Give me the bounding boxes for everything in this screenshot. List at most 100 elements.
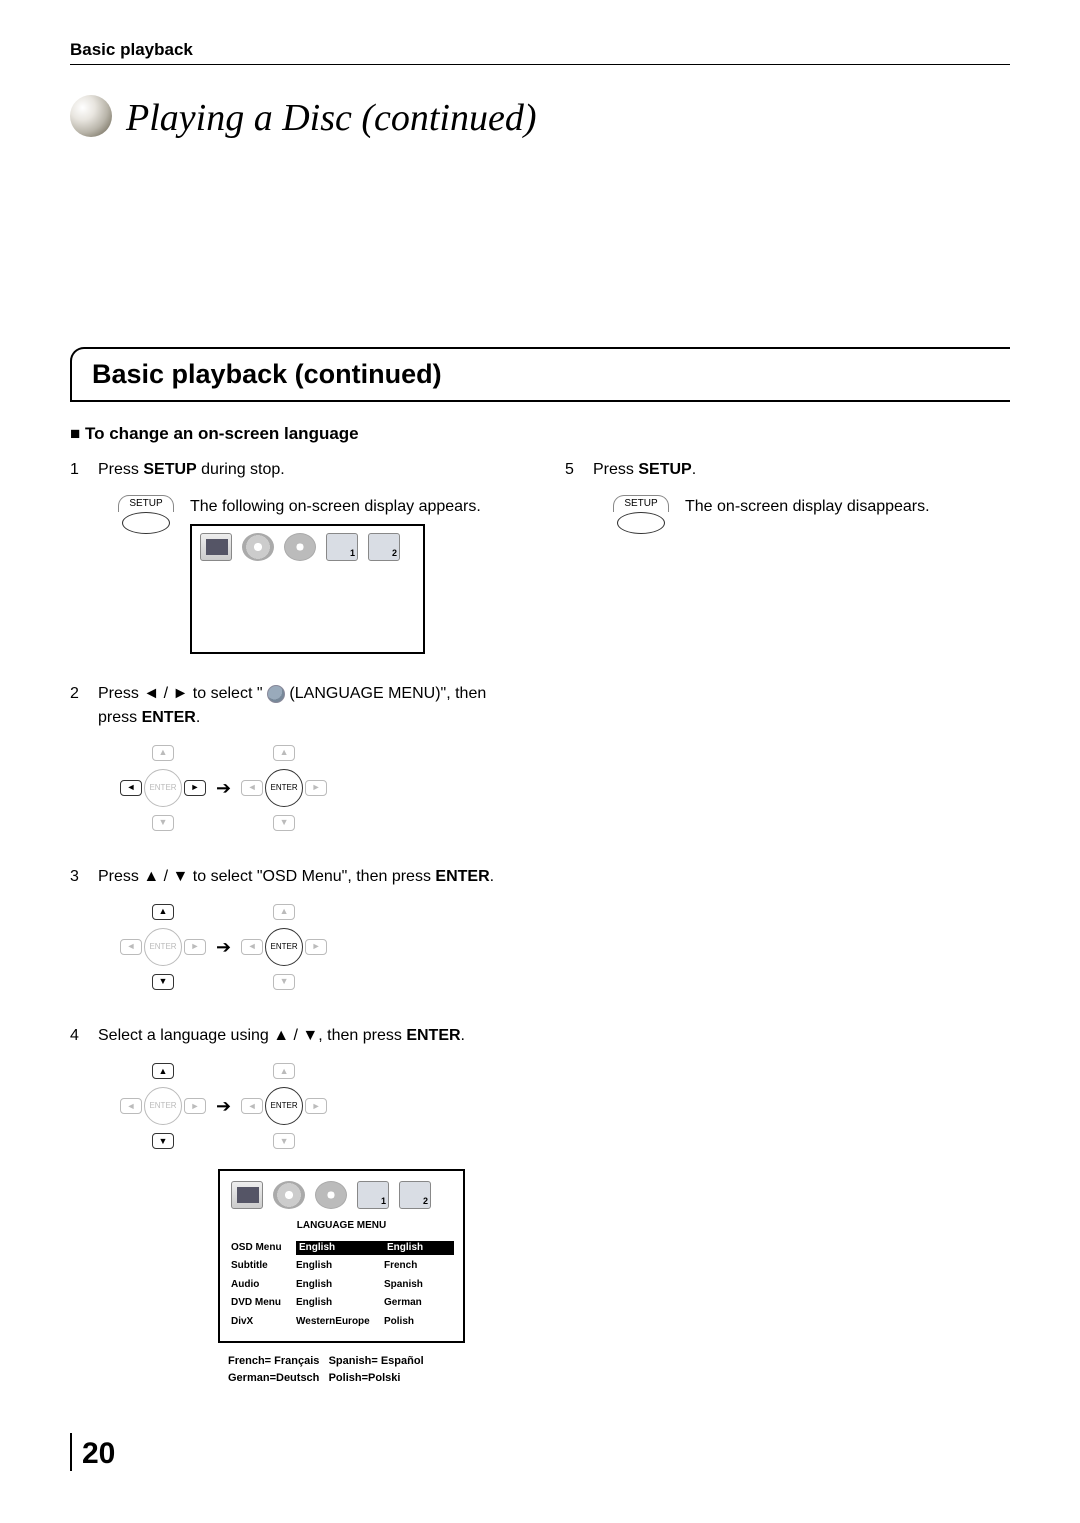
step-text: Press xyxy=(98,461,143,478)
lang-row-col2: English xyxy=(384,1241,454,1256)
dpad-enter: ▲ ▼ ◄ ► ENTER xyxy=(241,1063,327,1149)
dpad-down-icon: ▼ xyxy=(273,1133,295,1149)
dpad-left-icon: ◄ xyxy=(241,780,263,796)
dpad-up-icon: ▲ xyxy=(273,904,295,920)
dpad-up-icon: ▲ xyxy=(152,904,174,920)
step-bold: SETUP xyxy=(638,461,691,478)
footnote-text: Polish=Polski xyxy=(329,1372,401,1384)
setup-button-graphic: SETUP xyxy=(615,495,667,534)
step-bold: SETUP xyxy=(143,461,196,478)
lang-row-label: DVD Menu xyxy=(231,1296,296,1311)
step-number: 4 xyxy=(70,1024,84,1386)
lang-row-col1: English xyxy=(296,1259,384,1274)
dpad-down-icon: ▼ xyxy=(273,974,295,990)
dpad-up-icon: ▲ xyxy=(152,745,174,761)
setup-button-oval xyxy=(617,512,665,534)
pref1-icon xyxy=(357,1181,389,1209)
setup-button-label: SETUP xyxy=(613,495,668,512)
step-text: Select a language using xyxy=(98,1027,273,1044)
step-text: Press xyxy=(593,461,638,478)
lang-row-col2: Polish xyxy=(384,1315,454,1330)
step-number: 2 xyxy=(70,682,84,850)
pref2-icon xyxy=(399,1181,431,1209)
lang-row-col1: English xyxy=(296,1278,384,1293)
dpad-down-icon: ▼ xyxy=(152,974,174,990)
step-text: Press xyxy=(98,685,143,702)
lang-row-col2: Spanish xyxy=(384,1278,454,1293)
dpad-up-icon: ▲ xyxy=(152,1063,174,1079)
step-number: 5 xyxy=(565,458,579,548)
footnote-text: German=Deutsch xyxy=(228,1372,319,1384)
lang-row-label: DivX xyxy=(231,1315,296,1330)
step-bold: ENTER xyxy=(406,1027,460,1044)
page-number: 20 xyxy=(70,1433,115,1471)
tv-icon xyxy=(231,1181,263,1209)
header-section: Basic playback xyxy=(70,40,1010,60)
disc-icon xyxy=(242,533,274,561)
disc-icon xyxy=(315,1181,347,1209)
dpad-right-icon: ► xyxy=(305,1098,327,1114)
step-bold: ENTER xyxy=(142,709,196,726)
enter-button-icon: ENTER xyxy=(144,1087,182,1125)
dpad-down-icon: ▼ xyxy=(152,815,174,831)
arrow-right-icon: ➔ xyxy=(216,1093,231,1119)
title-row: Playing a Disc (continued) xyxy=(70,95,1010,137)
arrows-text: ◄ / ► xyxy=(143,685,188,702)
dpad-enter: ▲ ▼ ◄ ► ENTER xyxy=(241,745,327,831)
dpad-right-icon: ► xyxy=(184,1098,206,1114)
step-text: to select "OSD Menu", then press xyxy=(188,868,435,885)
step-2: 2 Press ◄ / ► to select " (LANGUAGE MENU… xyxy=(70,682,515,850)
step-text: . xyxy=(692,461,696,478)
dpad-up-icon: ▲ xyxy=(273,745,295,761)
step-1: 1 Press SETUP during stop. SETUP The fol… xyxy=(70,458,515,668)
dpad-right-icon: ► xyxy=(184,939,206,955)
step-text: , then press xyxy=(318,1027,406,1044)
arrows-text: ▲ / ▼ xyxy=(143,868,188,885)
enter-button-icon: ENTER xyxy=(265,769,303,807)
step-number: 3 xyxy=(70,865,84,1010)
language-table: OSD MenuEnglishEnglishSubtitleEnglishFre… xyxy=(231,1241,452,1330)
pref2-icon xyxy=(368,533,400,561)
step-text: to select " xyxy=(188,685,267,702)
enter-button-icon: ENTER xyxy=(144,769,182,807)
step-text: . xyxy=(196,709,200,726)
step-4: 4 Select a language using ▲ / ▼, then pr… xyxy=(70,1024,515,1386)
dpad-right-icon: ► xyxy=(184,780,206,796)
setup-button-oval xyxy=(122,512,170,534)
lang-row-col2: German xyxy=(384,1296,454,1311)
enter-button-icon: ENTER xyxy=(265,928,303,966)
footnote: French= Français Spanish= Español German… xyxy=(228,1353,515,1386)
dpad-up-down: ▲ ▼ ◄ ► ENTER xyxy=(120,904,206,990)
dpad-down-icon: ▼ xyxy=(273,815,295,831)
step-text: . xyxy=(490,868,494,885)
dpad-down-icon: ▼ xyxy=(152,1133,174,1149)
lang-row-col1: English xyxy=(296,1296,384,1311)
step-text: . xyxy=(461,1027,465,1044)
dpad-left-icon: ◄ xyxy=(120,780,142,796)
footnote-text: Spanish= Español xyxy=(329,1355,424,1367)
left-column: 1 Press SETUP during stop. SETUP The fol… xyxy=(70,458,515,1400)
lang-row-col1: WesternEurope xyxy=(296,1315,384,1330)
dpad-right-icon: ► xyxy=(305,780,327,796)
dpad-left-icon: ◄ xyxy=(120,939,142,955)
footnote-text: French= Français xyxy=(228,1355,319,1367)
dpad-up-down: ▲ ▼ ◄ ► ENTER xyxy=(120,1063,206,1149)
dpad-right-icon: ► xyxy=(305,939,327,955)
arrows-text: ▲ / ▼ xyxy=(273,1027,318,1044)
lang-row-label: Subtitle xyxy=(231,1259,296,1274)
tv-icon xyxy=(200,533,232,561)
step-text: Press xyxy=(98,868,143,885)
step-caption: The on-screen display disappears. xyxy=(685,495,930,518)
lang-row-col2: French xyxy=(384,1259,454,1274)
step-3: 3 Press ▲ / ▼ to select "OSD Menu", then… xyxy=(70,865,515,1010)
disc-icon xyxy=(273,1181,305,1209)
step-caption: The following on-screen display appears. xyxy=(190,495,515,518)
step-5: 5 Press SETUP. SETUP The on-screen displ… xyxy=(565,458,1010,548)
step-text: during stop. xyxy=(197,461,285,478)
dpad-left-right: ▲ ▼ ◄ ► ENTER xyxy=(120,745,206,831)
lang-row-label: Audio xyxy=(231,1278,296,1293)
enter-button-icon: ENTER xyxy=(144,928,182,966)
lang-row-label: OSD Menu xyxy=(231,1241,296,1256)
header-rule xyxy=(70,64,1010,65)
lang-row-col1: English xyxy=(296,1241,384,1256)
